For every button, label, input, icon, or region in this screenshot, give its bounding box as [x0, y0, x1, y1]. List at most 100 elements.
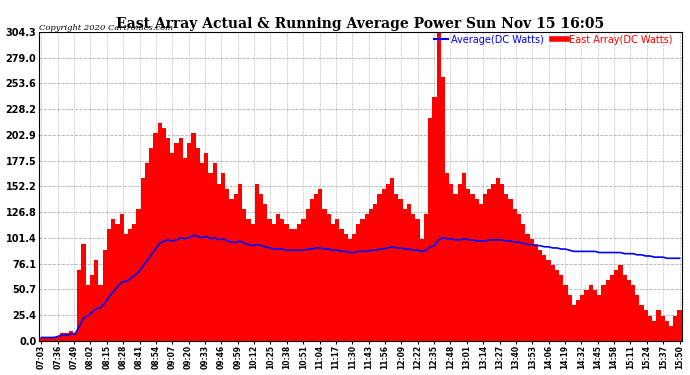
Bar	[145, 163, 149, 341]
Bar	[246, 219, 250, 341]
Bar	[217, 183, 221, 341]
Bar	[483, 194, 487, 341]
Bar	[555, 270, 559, 341]
Bar	[264, 204, 268, 341]
Bar	[509, 199, 513, 341]
Bar	[377, 194, 382, 341]
Bar	[293, 229, 297, 341]
Bar	[559, 275, 563, 341]
Bar	[441, 77, 445, 341]
Bar	[386, 183, 390, 341]
Bar	[614, 270, 618, 341]
Bar	[90, 275, 94, 341]
Bar	[225, 189, 229, 341]
Bar	[373, 204, 377, 341]
Bar	[157, 123, 161, 341]
Bar	[495, 178, 500, 341]
Bar	[660, 315, 664, 341]
Bar	[462, 173, 466, 341]
Bar	[306, 209, 310, 341]
Bar	[221, 173, 225, 341]
Bar	[187, 143, 191, 341]
Bar	[656, 310, 660, 341]
Bar	[589, 285, 593, 341]
Bar	[348, 239, 352, 341]
Bar	[479, 204, 483, 341]
Bar	[648, 315, 652, 341]
Bar	[65, 333, 69, 341]
Bar	[449, 183, 453, 341]
Bar	[411, 214, 415, 341]
Bar	[576, 300, 580, 341]
Bar	[652, 321, 656, 341]
Bar	[500, 183, 504, 341]
Bar	[521, 224, 525, 341]
Bar	[73, 333, 77, 341]
Bar	[56, 336, 60, 341]
Bar	[250, 224, 255, 341]
Bar	[149, 148, 153, 341]
Bar	[627, 280, 631, 341]
Bar	[280, 219, 284, 341]
Bar	[546, 260, 551, 341]
Bar	[457, 183, 462, 341]
Bar	[213, 163, 217, 341]
Bar	[433, 97, 437, 341]
Bar	[618, 265, 622, 341]
Bar	[331, 224, 335, 341]
Bar	[420, 239, 424, 341]
Bar	[175, 143, 179, 341]
Bar	[534, 244, 538, 341]
Bar	[669, 326, 673, 341]
Bar	[276, 214, 280, 341]
Bar	[471, 194, 475, 341]
Legend: Average(DC Watts), East Array(DC Watts): Average(DC Watts), East Array(DC Watts)	[430, 31, 677, 48]
Bar	[132, 224, 137, 341]
Bar	[166, 138, 170, 341]
Bar	[208, 173, 213, 341]
Bar	[288, 229, 293, 341]
Bar	[369, 209, 373, 341]
Bar	[466, 189, 471, 341]
Bar	[606, 280, 610, 341]
Bar	[525, 234, 529, 341]
Bar	[382, 189, 386, 341]
Bar	[335, 219, 339, 341]
Bar	[394, 194, 399, 341]
Bar	[81, 244, 86, 341]
Bar	[597, 295, 602, 341]
Bar	[183, 158, 187, 341]
Bar	[572, 305, 576, 341]
Bar	[580, 295, 584, 341]
Bar	[272, 224, 276, 341]
Bar	[602, 285, 606, 341]
Bar	[365, 214, 369, 341]
Bar	[356, 224, 360, 341]
Bar	[204, 153, 208, 341]
Bar	[399, 199, 403, 341]
Title: East Array Actual & Running Average Power Sun Nov 15 16:05: East Array Actual & Running Average Powe…	[117, 17, 604, 31]
Bar	[551, 265, 555, 341]
Bar	[86, 285, 90, 341]
Bar	[445, 173, 449, 341]
Bar	[284, 224, 288, 341]
Bar	[453, 194, 457, 341]
Bar	[242, 209, 246, 341]
Bar	[161, 128, 166, 341]
Bar	[115, 224, 119, 341]
Bar	[195, 148, 200, 341]
Bar	[542, 255, 546, 341]
Bar	[52, 337, 56, 341]
Bar	[640, 305, 644, 341]
Bar	[538, 249, 542, 341]
Bar	[475, 199, 479, 341]
Bar	[310, 199, 314, 341]
Bar	[318, 189, 322, 341]
Bar	[584, 290, 589, 341]
Bar	[424, 214, 428, 341]
Bar	[200, 163, 204, 341]
Bar	[259, 194, 264, 341]
Bar	[99, 285, 103, 341]
Bar	[137, 209, 141, 341]
Bar	[344, 234, 348, 341]
